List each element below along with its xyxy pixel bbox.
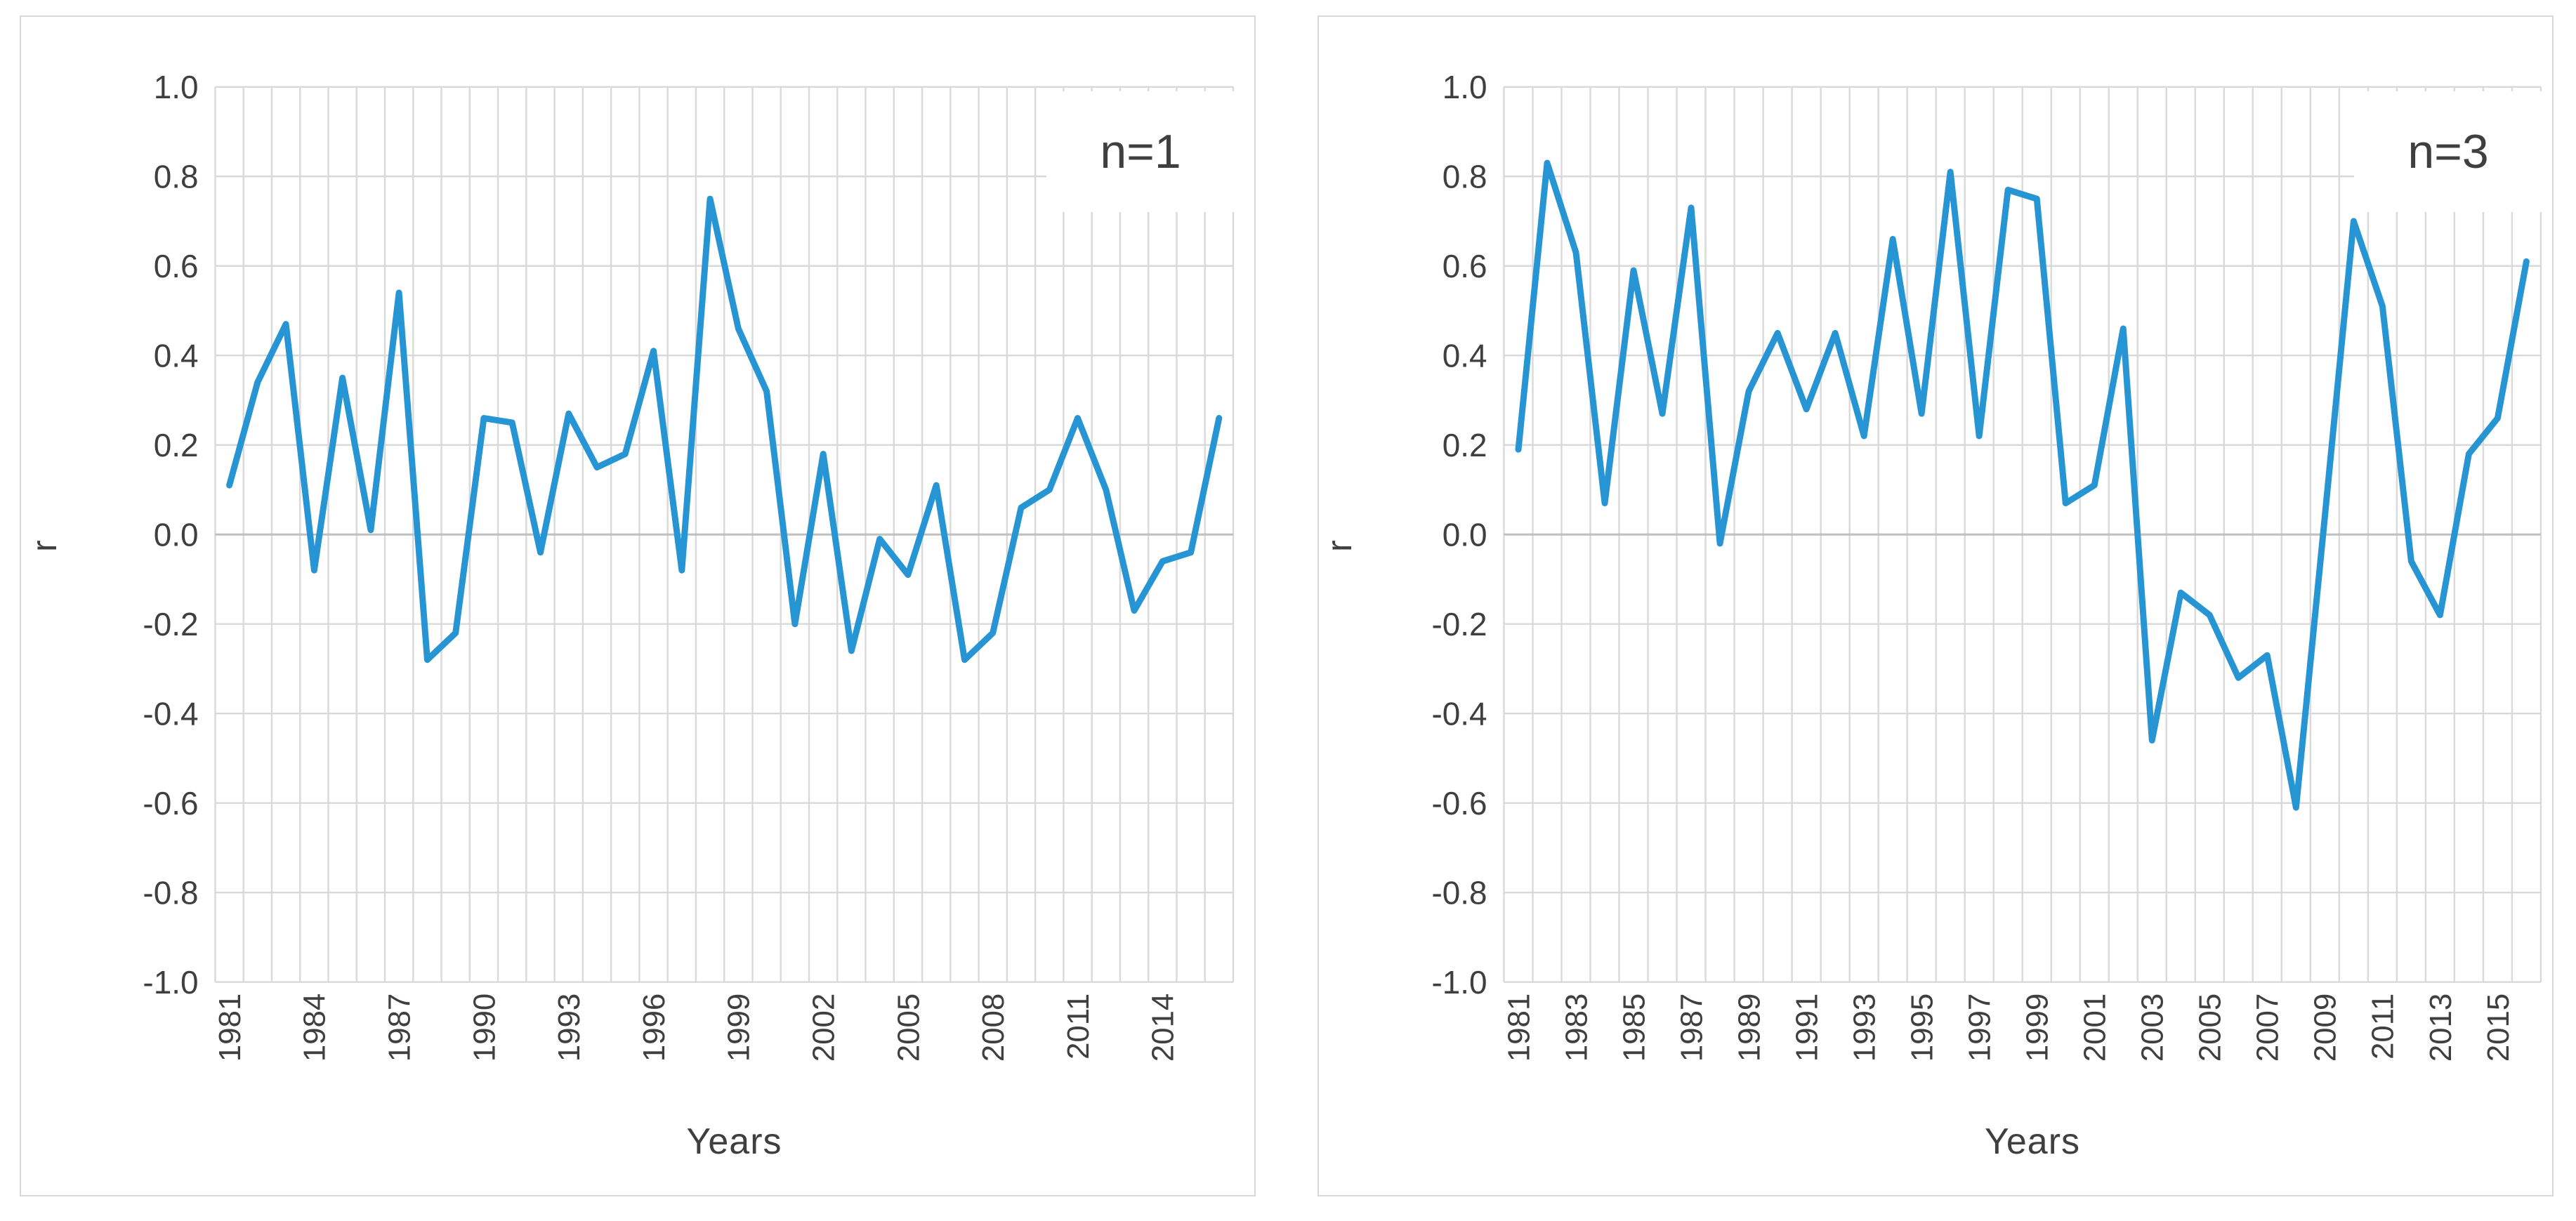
y-tick-label: -0.8 [143, 874, 198, 911]
x-tick-label: 2011 [2366, 994, 2400, 1060]
x-tick-label: 1987 [1674, 994, 1709, 1062]
x-tick-label: 1990 [467, 994, 501, 1062]
x-tick-label: 2008 [976, 994, 1011, 1062]
x-tick-label: 1993 [1847, 994, 1881, 1062]
x-tick-label: 2013 [2424, 994, 2458, 1062]
y-tick-label: 0.0 [154, 516, 199, 553]
x-axis-title-left: Years [686, 1121, 782, 1162]
y-tick-label: -1.0 [1431, 964, 1487, 1001]
x-tick-label: 1981 [213, 994, 247, 1062]
y-tick-label: 0.2 [154, 427, 199, 463]
x-tick-label: 1993 [552, 994, 586, 1062]
y-tick-label: 0.8 [154, 158, 199, 194]
y-axis-title-right: r [1320, 540, 1359, 552]
y-tick-label: -0.8 [1431, 874, 1487, 911]
line-chart-n1: 1.0 0.8 0.6 0.4 0.2 0.0 -0.2 -0.4 -0.6 -0.8 -1.0 19… [143, 69, 1235, 1062]
y-tick-label: -0.4 [1431, 695, 1487, 732]
chart-panel-n3: 1.0 0.8 0.6 0.4 0.2 0.0 -0.2 -0.4 -0.6 -0.8 -1.0 19… [1317, 15, 2554, 1196]
x-tick-label: 1999 [722, 994, 756, 1062]
line-chart-n3: 1.0 0.8 0.6 0.4 0.2 0.0 -0.2 -0.4 -0.6 -0.8 -1.0 19… [1431, 69, 2542, 1062]
x-tick-label: 2009 [2308, 994, 2343, 1062]
x-tick-label: 1987 [383, 994, 417, 1062]
y-tick-label: 0.4 [1443, 337, 1487, 374]
y-tick-label: -0.4 [143, 695, 198, 732]
y-tick-label: 0.0 [1443, 516, 1487, 553]
annotation-n1: n=1 [1046, 91, 1235, 212]
y-tick-label: 0.2 [1443, 427, 1487, 463]
data-line-n=3 [1515, 159, 2530, 811]
x-tick-label: 2015 [2481, 994, 2516, 1062]
y-tick-label: -0.6 [1431, 785, 1487, 821]
x-tick-label: 1981 [1501, 994, 1536, 1062]
y-tick-label: 0.8 [1443, 158, 1487, 194]
x-tick-label: 2014 [1146, 994, 1181, 1062]
x-axis-title-right: Years [1984, 1121, 2081, 1162]
x-tick-label: 1995 [1905, 994, 1940, 1062]
y-tick-label: 0.6 [1443, 248, 1487, 284]
y-tick-label: 1.0 [154, 69, 199, 105]
x-tick-label: 2005 [2193, 994, 2228, 1062]
x-tick-label: 1984 [298, 994, 332, 1062]
x-tick-label: 1983 [1559, 994, 1593, 1062]
y-tick-label: -0.6 [143, 785, 198, 821]
x-tick-label: 2002 [806, 994, 841, 1062]
x-tick-label: 1989 [1732, 994, 1766, 1062]
x-tick-label: 1997 [1963, 994, 1997, 1062]
x-tick-label: 1991 [1789, 994, 1824, 1062]
data-line-n=1 [226, 195, 1223, 664]
y-tick-label: -0.2 [1431, 606, 1487, 642]
y-tick-label: -0.2 [143, 606, 198, 642]
y-tick-label: 0.4 [154, 337, 199, 374]
y-tick-label: 1.0 [1443, 69, 1487, 105]
y-tick-label: 0.6 [154, 248, 199, 284]
x-tick-label: 2001 [2078, 994, 2112, 1062]
x-tick-label: 2003 [2136, 994, 2170, 1062]
y-axis-title-left: r [25, 540, 64, 552]
x-tick-label: 1985 [1617, 994, 1651, 1062]
x-tick-label: 1999 [2020, 994, 2055, 1062]
x-tick-label: 2005 [891, 994, 926, 1062]
x-tick-label: 2011 [1061, 994, 1096, 1060]
y-tick-label: -1.0 [143, 964, 198, 1001]
x-tick-label: 2007 [2251, 994, 2285, 1062]
chart-panel-n1: 1.0 0.8 0.6 0.4 0.2 0.0 -0.2 -0.4 -0.6 -0.8 -1.0 19… [20, 15, 1256, 1196]
annotation-n3: n=3 [2354, 91, 2542, 212]
x-tick-label: 1996 [637, 994, 671, 1062]
